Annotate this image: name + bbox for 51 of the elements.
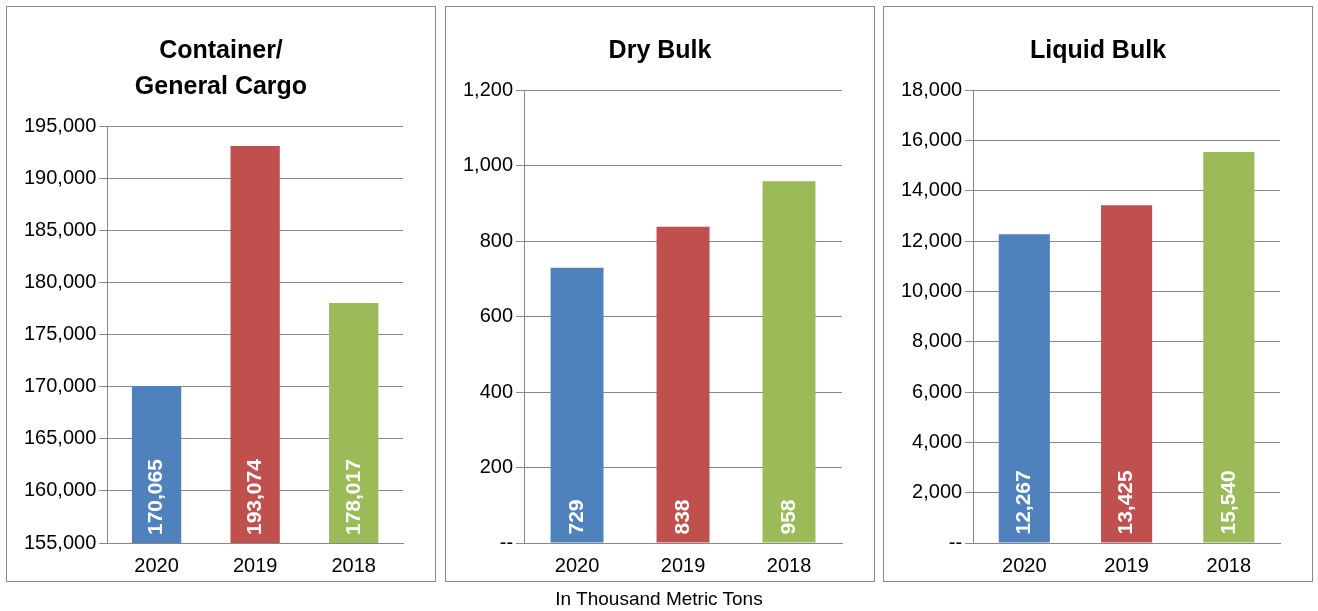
y-tick-label: 12,000 (901, 228, 963, 251)
y-tick-label: -- (948, 530, 963, 553)
y-tick-label: 4,000 (912, 429, 963, 452)
y-tick-label: -- (499, 530, 514, 553)
y-tick-label: 18,000 (901, 77, 963, 100)
y-tick-label: 200 (479, 455, 514, 478)
y-tick-label: 1,200 (462, 77, 514, 100)
y-tick-label: 185,000 (24, 217, 97, 240)
data-label: 193,074 (241, 458, 265, 535)
x-tick-label: 2020 (554, 553, 600, 576)
y-tick-label: 400 (479, 379, 514, 402)
text: In Thousand Metric Tons (554, 588, 764, 610)
data-label: 15,540 (1215, 470, 1239, 535)
x-tick-label: 2019 (660, 553, 706, 576)
chart-title: Container/ General Cargo (133, 34, 309, 101)
x-tick-label: 2018 (331, 553, 376, 576)
data-label: 13,425 (1113, 469, 1137, 535)
y-tick-label: 190,000 (24, 165, 97, 188)
x-tick-label: 2019 (232, 553, 278, 576)
x-tick-label: 2018 (766, 553, 812, 576)
x-tick-label: 2019 (1104, 553, 1149, 576)
y-tick-label: 600 (479, 304, 514, 327)
y-tick-label: 155,000 (24, 530, 97, 553)
y-tick-label: 180,000 (24, 269, 97, 292)
chart-title: Liquid Bulk (1028, 34, 1168, 65)
y-tick-label: 165,000 (24, 426, 97, 449)
y-tick-label: 6,000 (912, 379, 963, 402)
data-label: 178,017 (340, 459, 364, 535)
data-label: 729 (563, 499, 587, 535)
x-tick-label: 2020 (1002, 553, 1047, 576)
y-tick-label: 160,000 (24, 478, 97, 501)
y-tick-label: 195,000 (24, 113, 97, 136)
x-tick-label: 2018 (1206, 553, 1252, 576)
bar (762, 181, 816, 543)
bar (656, 226, 710, 543)
chart-title: Dry Bulk (607, 34, 713, 65)
data-label: 838 (669, 499, 693, 535)
y-tick-label: 175,000 (24, 322, 97, 345)
y-tick-label: 14,000 (901, 178, 963, 201)
bar (550, 267, 604, 543)
data-label: 12,267 (1011, 470, 1035, 535)
y-tick-label: 16,000 (901, 127, 963, 150)
y-tick-label: 170,000 (24, 374, 97, 397)
y-tick-label: 1,000 (462, 153, 514, 176)
data-label: 170,065 (143, 458, 167, 535)
y-tick-label: 2,000 (912, 480, 963, 503)
y-tick-label: 8,000 (912, 329, 963, 352)
y-tick-label: 10,000 (901, 278, 963, 301)
x-tick-label: 2020 (134, 553, 179, 576)
y-tick-label: 800 (479, 228, 514, 251)
data-label: 958 (775, 499, 799, 535)
